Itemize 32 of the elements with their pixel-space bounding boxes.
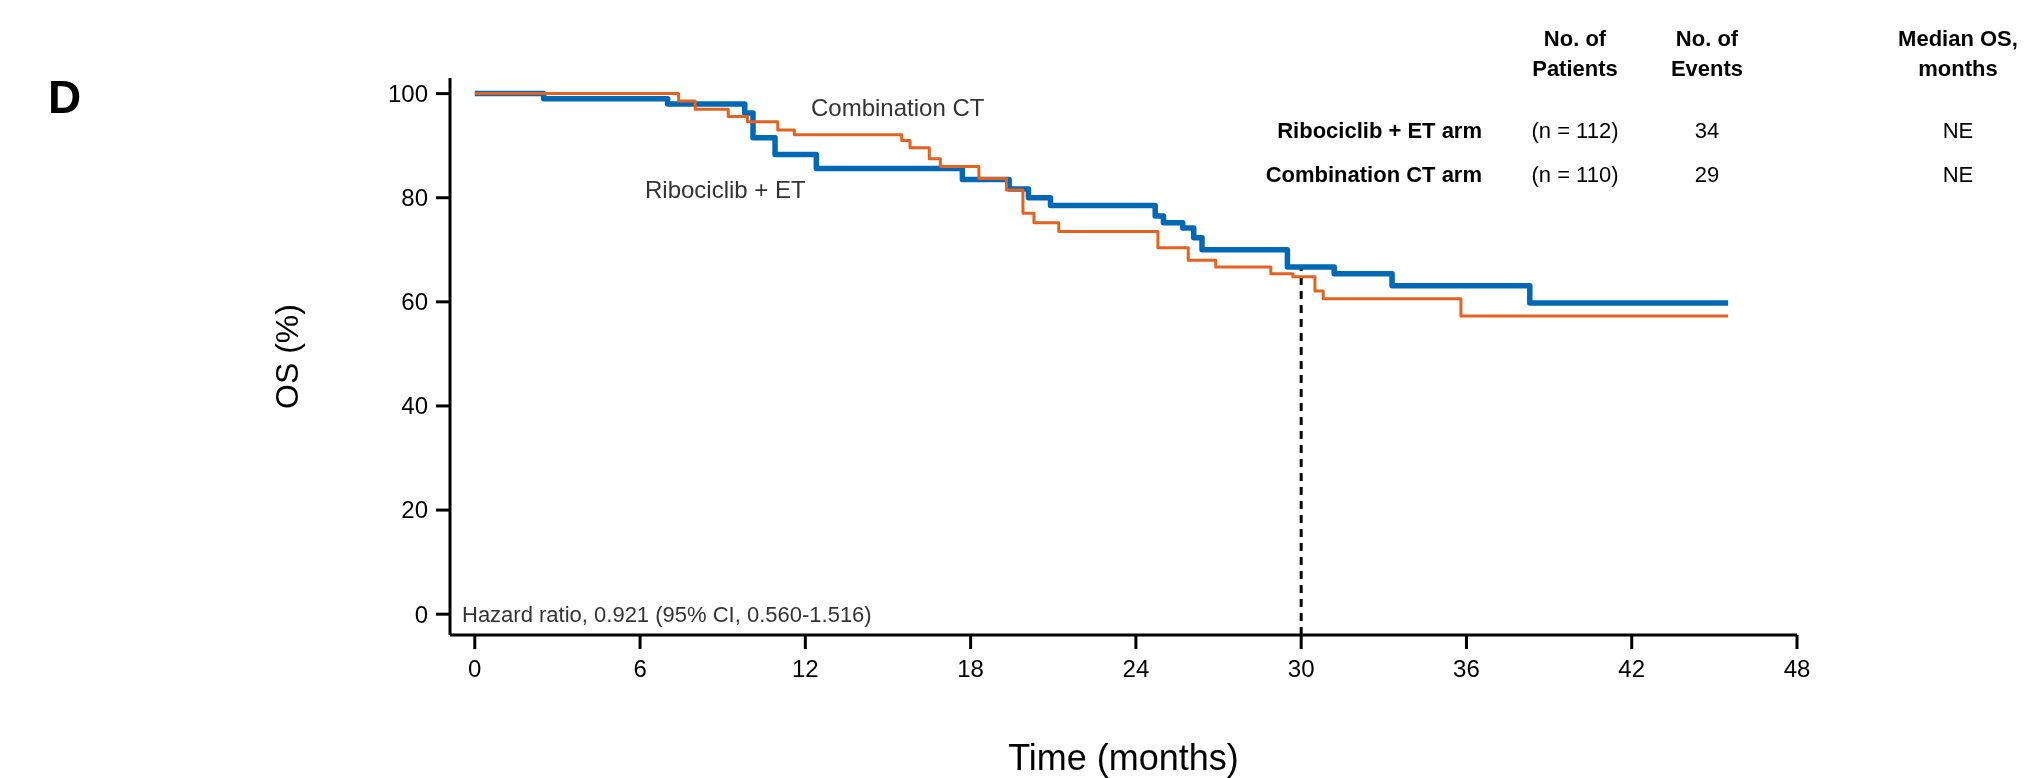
x-tick-label: 42	[1618, 655, 1646, 682]
y-tick-label: 60	[401, 288, 428, 316]
annotation: No. of Patients	[1532, 26, 1618, 81]
x-tick-label: 18	[957, 655, 984, 682]
annotation: Hazard ratio, 0.921 (95% CI, 0.560-1.516)	[462, 602, 872, 628]
x-tick-label: 12	[791, 655, 819, 682]
y-tick-label: 80	[401, 184, 428, 212]
text: NE	[1942, 118, 1974, 143]
y-tick-label: 0	[414, 600, 428, 628]
text: NE	[1942, 162, 1974, 187]
x-tick-label: 6	[633, 655, 647, 682]
annotation: Ribociclib + ET arm	[1277, 118, 1482, 143]
text: D	[48, 71, 82, 123]
text: Median OS, months	[1898, 26, 2018, 81]
y-tick-label: 40	[401, 392, 428, 420]
x-tick-label: 0	[468, 655, 482, 682]
series-label: Combination CT	[811, 94, 985, 121]
annotation: 34	[1694, 118, 1720, 143]
series-label: Ribociclib + ET	[645, 176, 807, 203]
annotation: (n = 112)	[1531, 118, 1619, 143]
x-tick-label: 48	[1783, 655, 1811, 682]
annotation: Combination CT arm	[1265, 162, 1482, 187]
x-tick-label: 36	[1453, 655, 1480, 682]
annotation: No. of Events	[1670, 26, 1744, 81]
x-tick-label: 24	[1122, 655, 1150, 682]
y-tick-label: 20	[401, 496, 428, 524]
annotation: 29	[1694, 162, 1720, 187]
x-axis-title: Time (months)	[1008, 737, 1239, 778]
y-axis-title: OS (%)	[269, 304, 305, 409]
x-tick-label: 30	[1287, 655, 1315, 682]
y-tick-label: 100	[387, 80, 428, 108]
annotation: (n = 110)	[1531, 162, 1619, 187]
